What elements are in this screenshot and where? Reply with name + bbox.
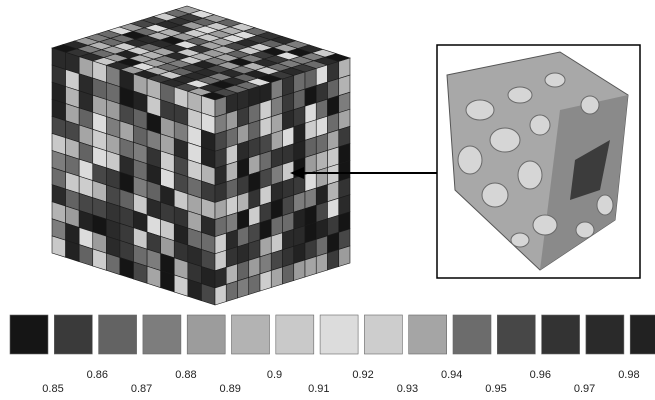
scale-label: 0.85 [42,383,63,395]
scale-label: 0.88 [175,369,196,381]
voxel [328,249,339,270]
swatch [453,315,491,354]
scale-label: 0.93 [397,383,418,395]
scale-label: 0.98 [618,369,639,381]
scale-label: 0.94 [441,369,462,381]
voxel [226,281,237,302]
scale-label: 0.89 [219,383,240,395]
swatch [10,315,48,354]
gray-scale: 0.85 0.86 0.87 0.88 0.89 0.9 0.91 0.92 0.93 0.94 0… [10,315,655,395]
swatch [143,315,181,354]
voxel [271,267,282,288]
voxel [238,277,249,298]
scale-label: 0.91 [308,383,329,395]
swatch [364,315,402,354]
swatch [497,315,535,354]
voxel [339,246,350,267]
swatch [320,315,358,354]
swatch [187,315,225,354]
swatch [630,315,655,354]
scale-label: 0.97 [574,383,595,395]
swatch [409,315,447,354]
voxel [294,260,305,281]
scale-label: 0.92 [352,369,373,381]
scale-label: 0.9 [267,369,282,381]
swatch [542,315,580,354]
swatch [99,315,137,354]
voxel [305,256,316,277]
voxel [260,270,271,291]
swatch [232,315,270,354]
voxel [283,263,294,284]
voxel-cube [52,6,350,305]
scale-label: 0.87 [131,383,152,395]
voxel [316,253,327,274]
scale-label: 0.86 [87,369,108,381]
swatch [276,315,314,354]
page: 0.85 0.86 0.87 0.88 0.89 0.9 0.91 0.92 0.93 0.94 0… [0,0,655,400]
inset-image [437,45,640,278]
voxel [215,284,226,305]
scale-label: 0.96 [530,369,551,381]
figure: 0.85 0.86 0.87 0.88 0.89 0.9 0.91 0.92 0.93 0.94 0… [0,0,655,400]
voxel [249,274,260,295]
swatch [586,315,624,354]
scale-label: 0.95 [485,383,506,395]
swatch [54,315,92,354]
